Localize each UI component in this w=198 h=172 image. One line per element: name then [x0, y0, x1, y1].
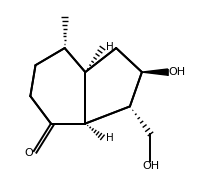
Text: OH: OH	[143, 161, 160, 171]
Text: H: H	[106, 133, 114, 143]
Polygon shape	[142, 69, 168, 75]
Text: OH: OH	[168, 67, 186, 77]
Text: H: H	[106, 42, 114, 52]
Text: O: O	[25, 148, 33, 158]
